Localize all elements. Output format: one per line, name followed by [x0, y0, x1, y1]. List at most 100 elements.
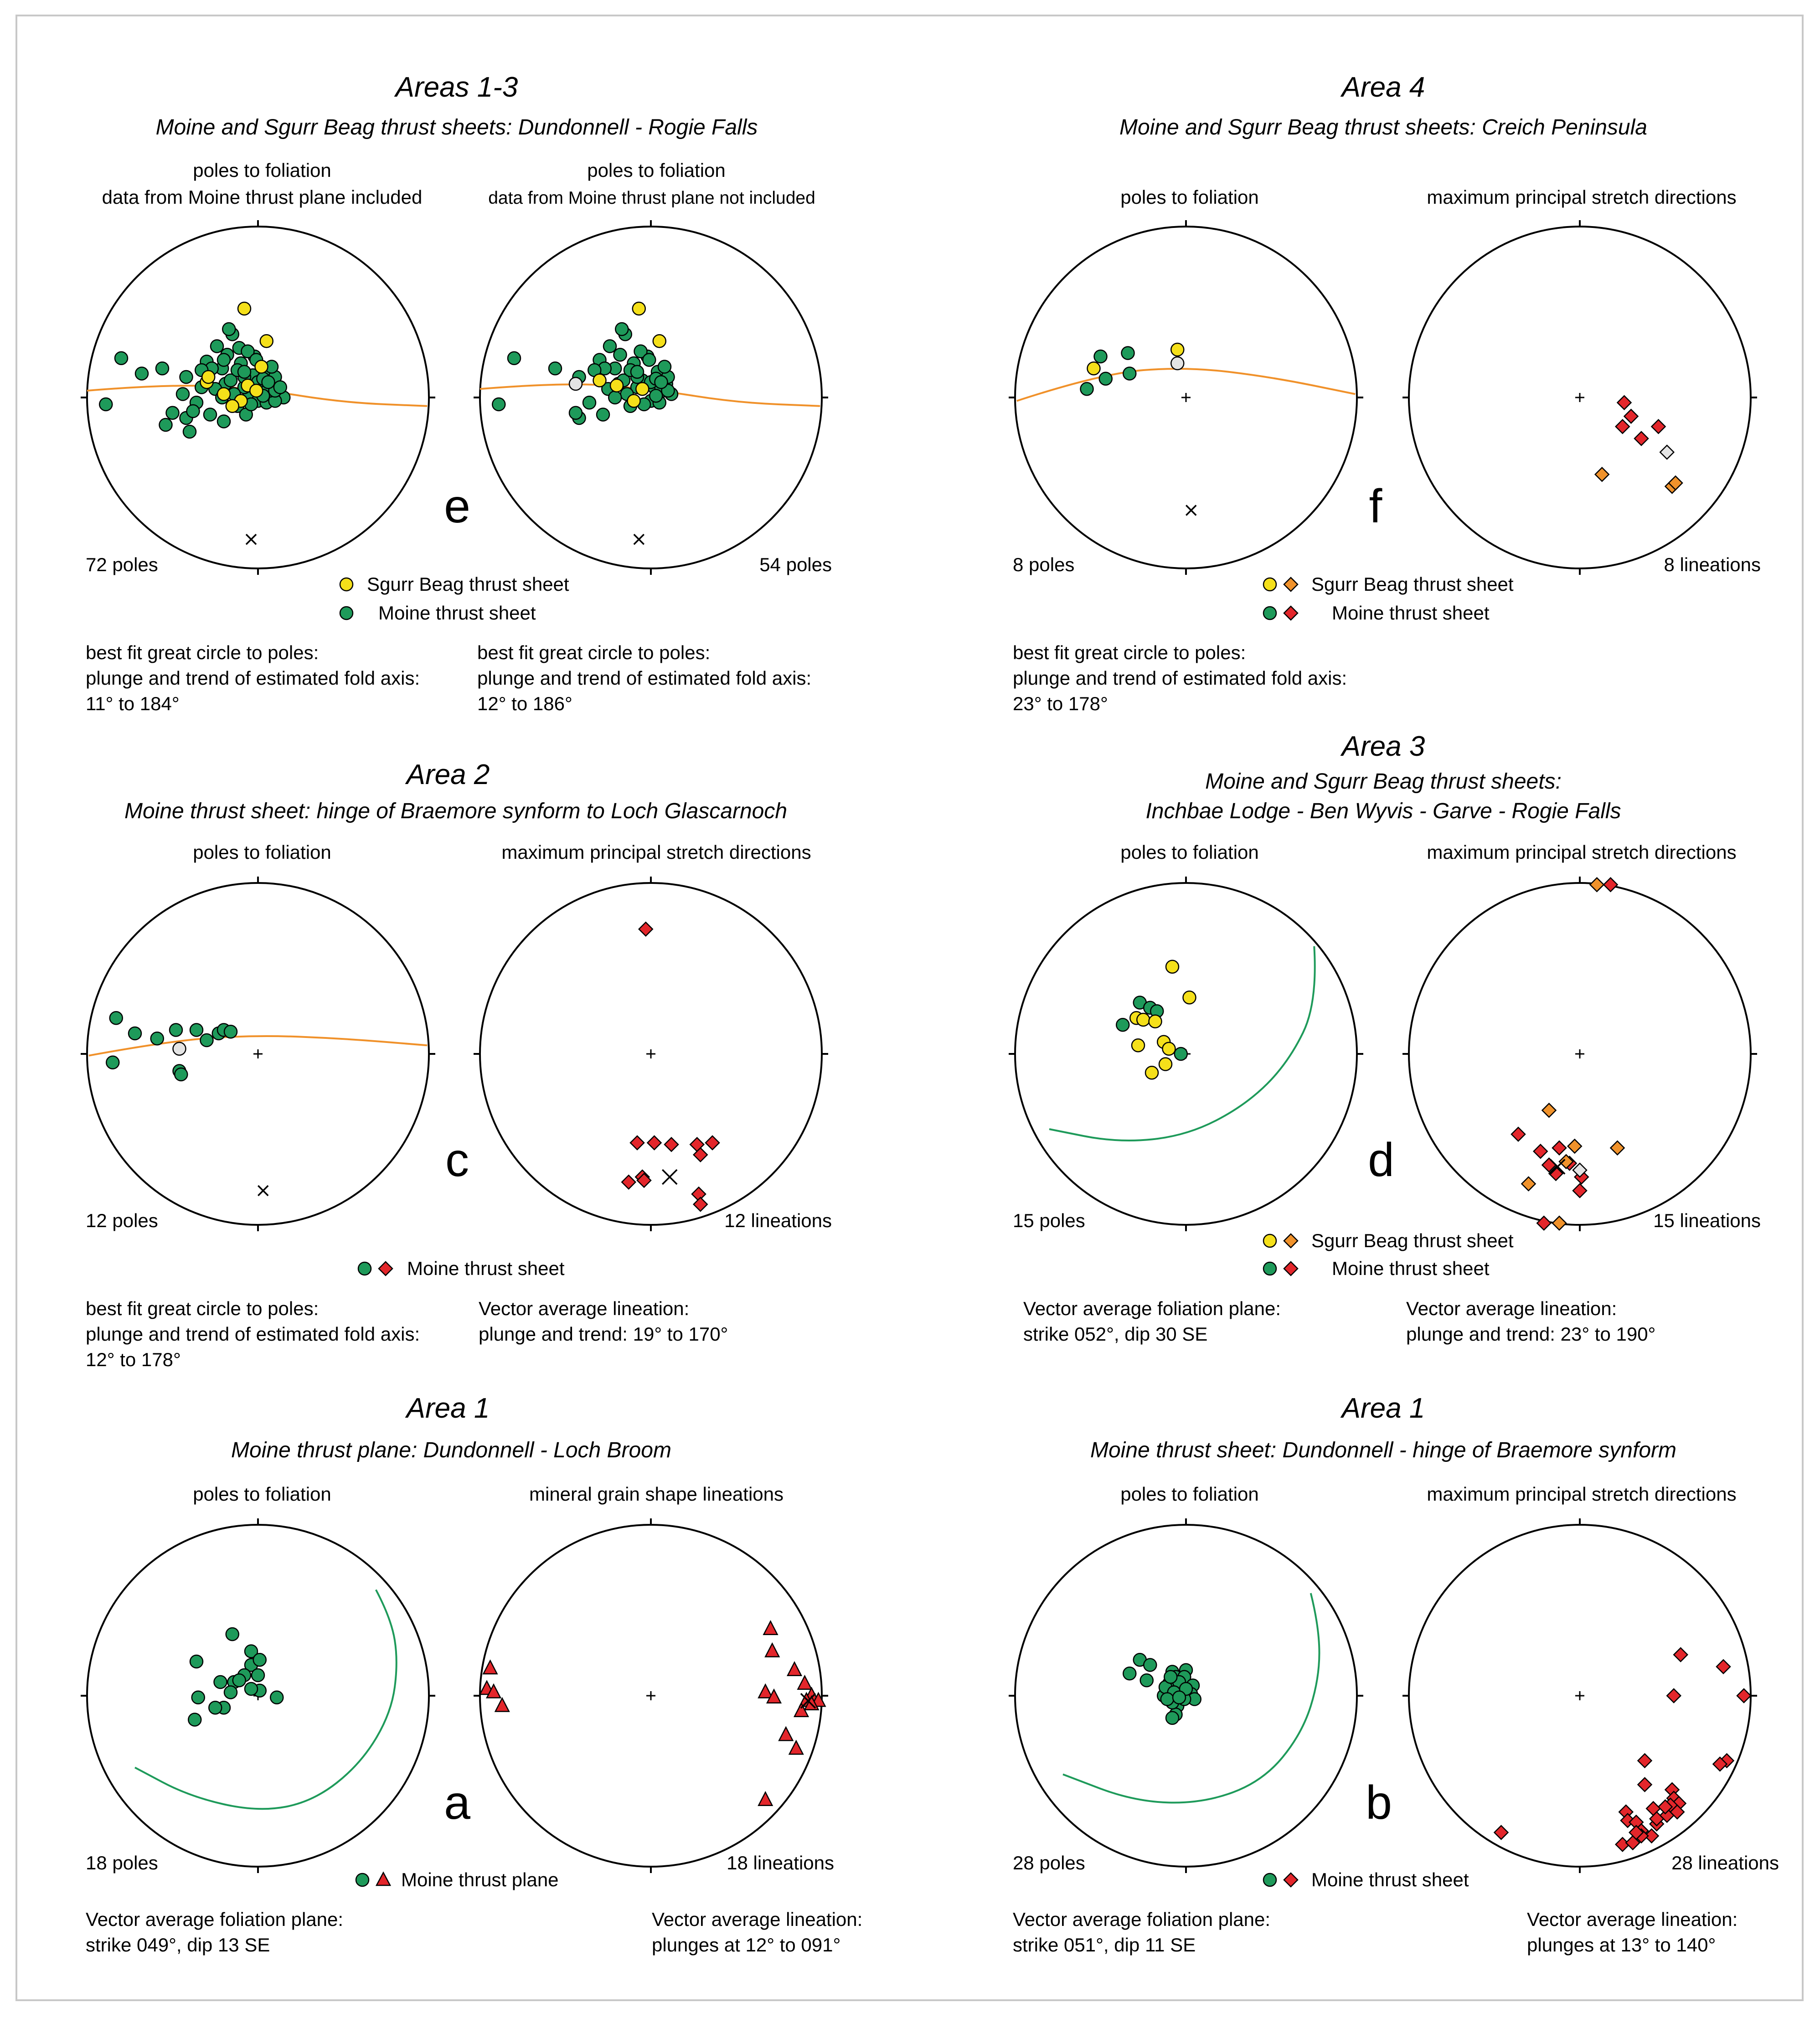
net-a2-lineation-triangle-16 — [804, 1695, 820, 1710]
net-f2-centre-cross — [1575, 393, 1584, 402]
net-e2-sgurr-pole-4 — [635, 382, 650, 396]
net-e1-moine-pole-23 — [165, 406, 180, 420]
net-d2-sgurr-lineation-2 — [1609, 1140, 1625, 1156]
figure-frame — [15, 15, 1804, 2001]
net-b2-moine-lineation-2 — [1666, 1688, 1682, 1703]
net-e1-count: 72 poles — [86, 554, 158, 575]
net-a2-lineation-triangle-5 — [764, 1642, 780, 1657]
note-c1-line-2: plunge and trend of estimated fold axis: — [86, 1323, 420, 1345]
net-b2-moine-lineation-27 — [1493, 1825, 1509, 1840]
net-e2-moine-pole-32 — [649, 389, 663, 403]
note-e1-line-3: 11° to 184° — [86, 693, 180, 714]
net-e2-moine-pole-17 — [582, 396, 597, 410]
legend-d-sgurr-diamond — [1283, 1233, 1299, 1249]
net-a2-lineation-triangle-4 — [763, 1620, 779, 1635]
legend-b-moine-label: Moine thrust sheet — [1311, 1869, 1469, 1890]
net-a1-moine-pole-17 — [208, 1701, 222, 1715]
panel-a-title: Area 1 — [405, 1393, 490, 1424]
panel-a-letter: a — [444, 1776, 470, 1829]
net-e2-sgurr-pole-1 — [652, 334, 666, 348]
panel-d-subtitle-2: Inchbae Lodge - Ben Wyvis - Garve - Rogi… — [1145, 799, 1621, 823]
net-a2-heading: mineral grain shape lineations — [529, 1483, 784, 1505]
net-e1-sgurr-pole-9 — [225, 399, 239, 413]
net-e2-moine-pole-36 — [615, 322, 629, 336]
net-c1-centre-cross — [253, 1049, 263, 1058]
legend-f-moine-diamond — [1283, 605, 1299, 621]
panel-f-subtitle: Moine and Sgurr Beag thrust sheets: Crei… — [1119, 115, 1647, 139]
net-c1-heading: poles to foliation — [193, 841, 331, 863]
panel-e-subtitle: Moine and Sgurr Beag thrust sheets: Dund… — [156, 115, 758, 139]
net-e2-moine-pole-46 — [630, 365, 644, 379]
net-f2-moine-lineation-1 — [1623, 408, 1639, 424]
net-c1-mixed-pole-0 — [172, 1042, 186, 1056]
panel-c-letter: c — [445, 1134, 469, 1187]
net-d2-moine-lineation-8 — [1572, 1183, 1588, 1198]
legend-e-sgurr-label: Sgurr Beag thrust sheet — [367, 573, 569, 595]
net-d1-sgurr-pole-9 — [1145, 1066, 1159, 1080]
legend-d-sgurr-circle — [1263, 1234, 1277, 1248]
net-d2-moine-lineation-2 — [1532, 1143, 1548, 1159]
panel-f-title: Area 4 — [1340, 72, 1425, 103]
net-e1-sgurr-pole-1 — [217, 387, 231, 401]
net-e1-heading-2: data from Moine thrust plane included — [102, 186, 423, 208]
net-e1-sgurr-pole-5 — [259, 334, 273, 348]
net-d1-sgurr-pole-7 — [1162, 1042, 1176, 1056]
note-b2-line-1: Vector average lineation: — [1527, 1909, 1738, 1930]
net-e1-moine-pole-3 — [179, 370, 193, 384]
net-a1-moine-pole-11 — [270, 1690, 284, 1704]
legend-f-sgurr-diamond — [1283, 577, 1299, 592]
net-c1-moine-pole-5 — [200, 1033, 214, 1048]
net-f1-moine-pole-1 — [1093, 349, 1108, 364]
note-a2-line-2: plunges at 12° to 091° — [652, 1934, 840, 1956]
net-c2-moine-lineation-1 — [629, 1135, 645, 1151]
net-d2-moine-lineation-0 — [1603, 877, 1619, 893]
net-e1-fold-axis-mark — [245, 534, 257, 545]
net-f1-centre-cross — [1181, 393, 1191, 402]
net-a2-lineation-triangle-15 — [788, 1739, 804, 1755]
net-e1-moine-pole-57 — [273, 380, 287, 394]
net-b1-moine-pole-21 — [1164, 1670, 1178, 1684]
note-a1-line-1: Vector average foliation plane: — [86, 1909, 343, 1930]
net-a2-vector-average-mark — [800, 1693, 816, 1709]
net-d2-heading: maximum principal stretch directions — [1427, 841, 1736, 863]
panel-e: Areas 1-3 Moine and Sgurr Beag thrust sh… — [86, 72, 832, 714]
legend-b-moine-circle — [1263, 1873, 1277, 1887]
net-f2-moine-lineation-2 — [1614, 418, 1630, 434]
net-c2-count: 12 lineations — [724, 1210, 832, 1231]
net-c1-moine-pole-8 — [223, 1025, 238, 1039]
net-a2-lineation-triangle-12 — [758, 1683, 773, 1698]
net-e1-sgurr-pole-3 — [249, 383, 263, 398]
panel-b-subtitle: Moine thrust sheet: Dundonnell - hinge o… — [1090, 1438, 1676, 1462]
net-c1-fold-axis-mark — [258, 1185, 269, 1197]
net-d2-sgurr-lineation-6 — [1552, 1215, 1567, 1231]
net-b2-moine-lineation-1 — [1716, 1659, 1731, 1675]
net-f2-moine-lineation-3 — [1634, 431, 1649, 446]
net-e1-moine-pole-24 — [159, 418, 173, 432]
panel-c-subtitle: Moine thrust sheet: hinge of Braemore sy… — [124, 799, 787, 823]
note-e1-line-1: best fit great circle to poles: — [86, 642, 319, 663]
net-e1-heading-1: poles to foliation — [193, 160, 331, 181]
net-e2-moine-pole-4 — [603, 339, 617, 353]
note-d1-line-2: strike 052°, dip 30 SE — [1023, 1323, 1207, 1345]
net-d1-sgurr-pole-8 — [1158, 1057, 1173, 1071]
note-d2-line-1: Vector average lineation: — [1406, 1298, 1617, 1319]
legend-c-moine-circle — [357, 1261, 372, 1276]
net-c2-heading: maximum principal stretch directions — [501, 841, 811, 863]
net-e1-moine-pole-49 — [241, 344, 255, 358]
net-f1-moine-pole-4 — [1098, 372, 1113, 386]
net-d2-centre-cross — [1575, 1049, 1584, 1058]
net-e1-moine-pole-59 — [217, 353, 231, 367]
note-c2-line-2: plunge and trend: 19° to 170° — [479, 1323, 728, 1345]
net-f2-moine-lineation-0 — [1616, 395, 1632, 411]
net-b2-count: 28 lineations — [1671, 1852, 1779, 1873]
net-e2-sgurr-pole-2 — [609, 378, 624, 392]
net-b2-moine-lineation-0 — [1673, 1647, 1689, 1662]
legend-e-moine-circle — [339, 606, 354, 620]
net-a2-lineation-triangle-6 — [786, 1661, 803, 1676]
net-c2-moine-lineation-6 — [692, 1147, 708, 1163]
net-a1-heading: poles to foliation — [193, 1483, 331, 1505]
net-f2-heading: maximum principal stretch directions — [1427, 186, 1736, 208]
legend-a-moine-circle — [355, 1873, 370, 1887]
panel-d: Area 3 Moine and Sgurr Beag thrust sheet… — [1013, 731, 1761, 1345]
net-a2-count: 18 lineations — [727, 1852, 834, 1873]
